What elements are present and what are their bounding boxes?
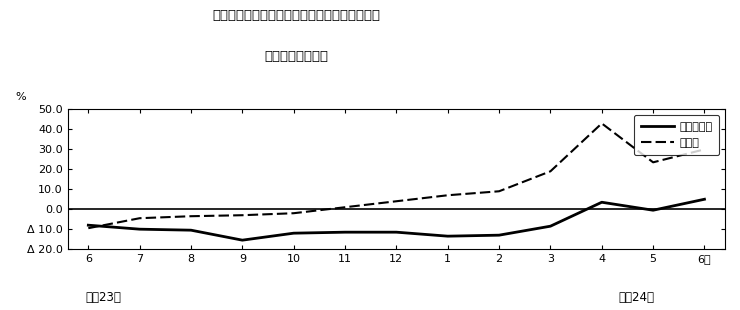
- Legend: 調査産業計, 製造業: 調査産業計, 製造業: [634, 115, 719, 155]
- Text: （規模５人以上）: （規模５人以上）: [264, 50, 328, 63]
- Text: 平成24年: 平成24年: [619, 291, 655, 304]
- Text: 平成23年: 平成23年: [85, 291, 121, 304]
- Text: 第２図　所定外労働時間　対前年同月比の推移: 第２図 所定外労働時間 対前年同月比の推移: [212, 9, 380, 22]
- Text: %: %: [15, 92, 26, 103]
